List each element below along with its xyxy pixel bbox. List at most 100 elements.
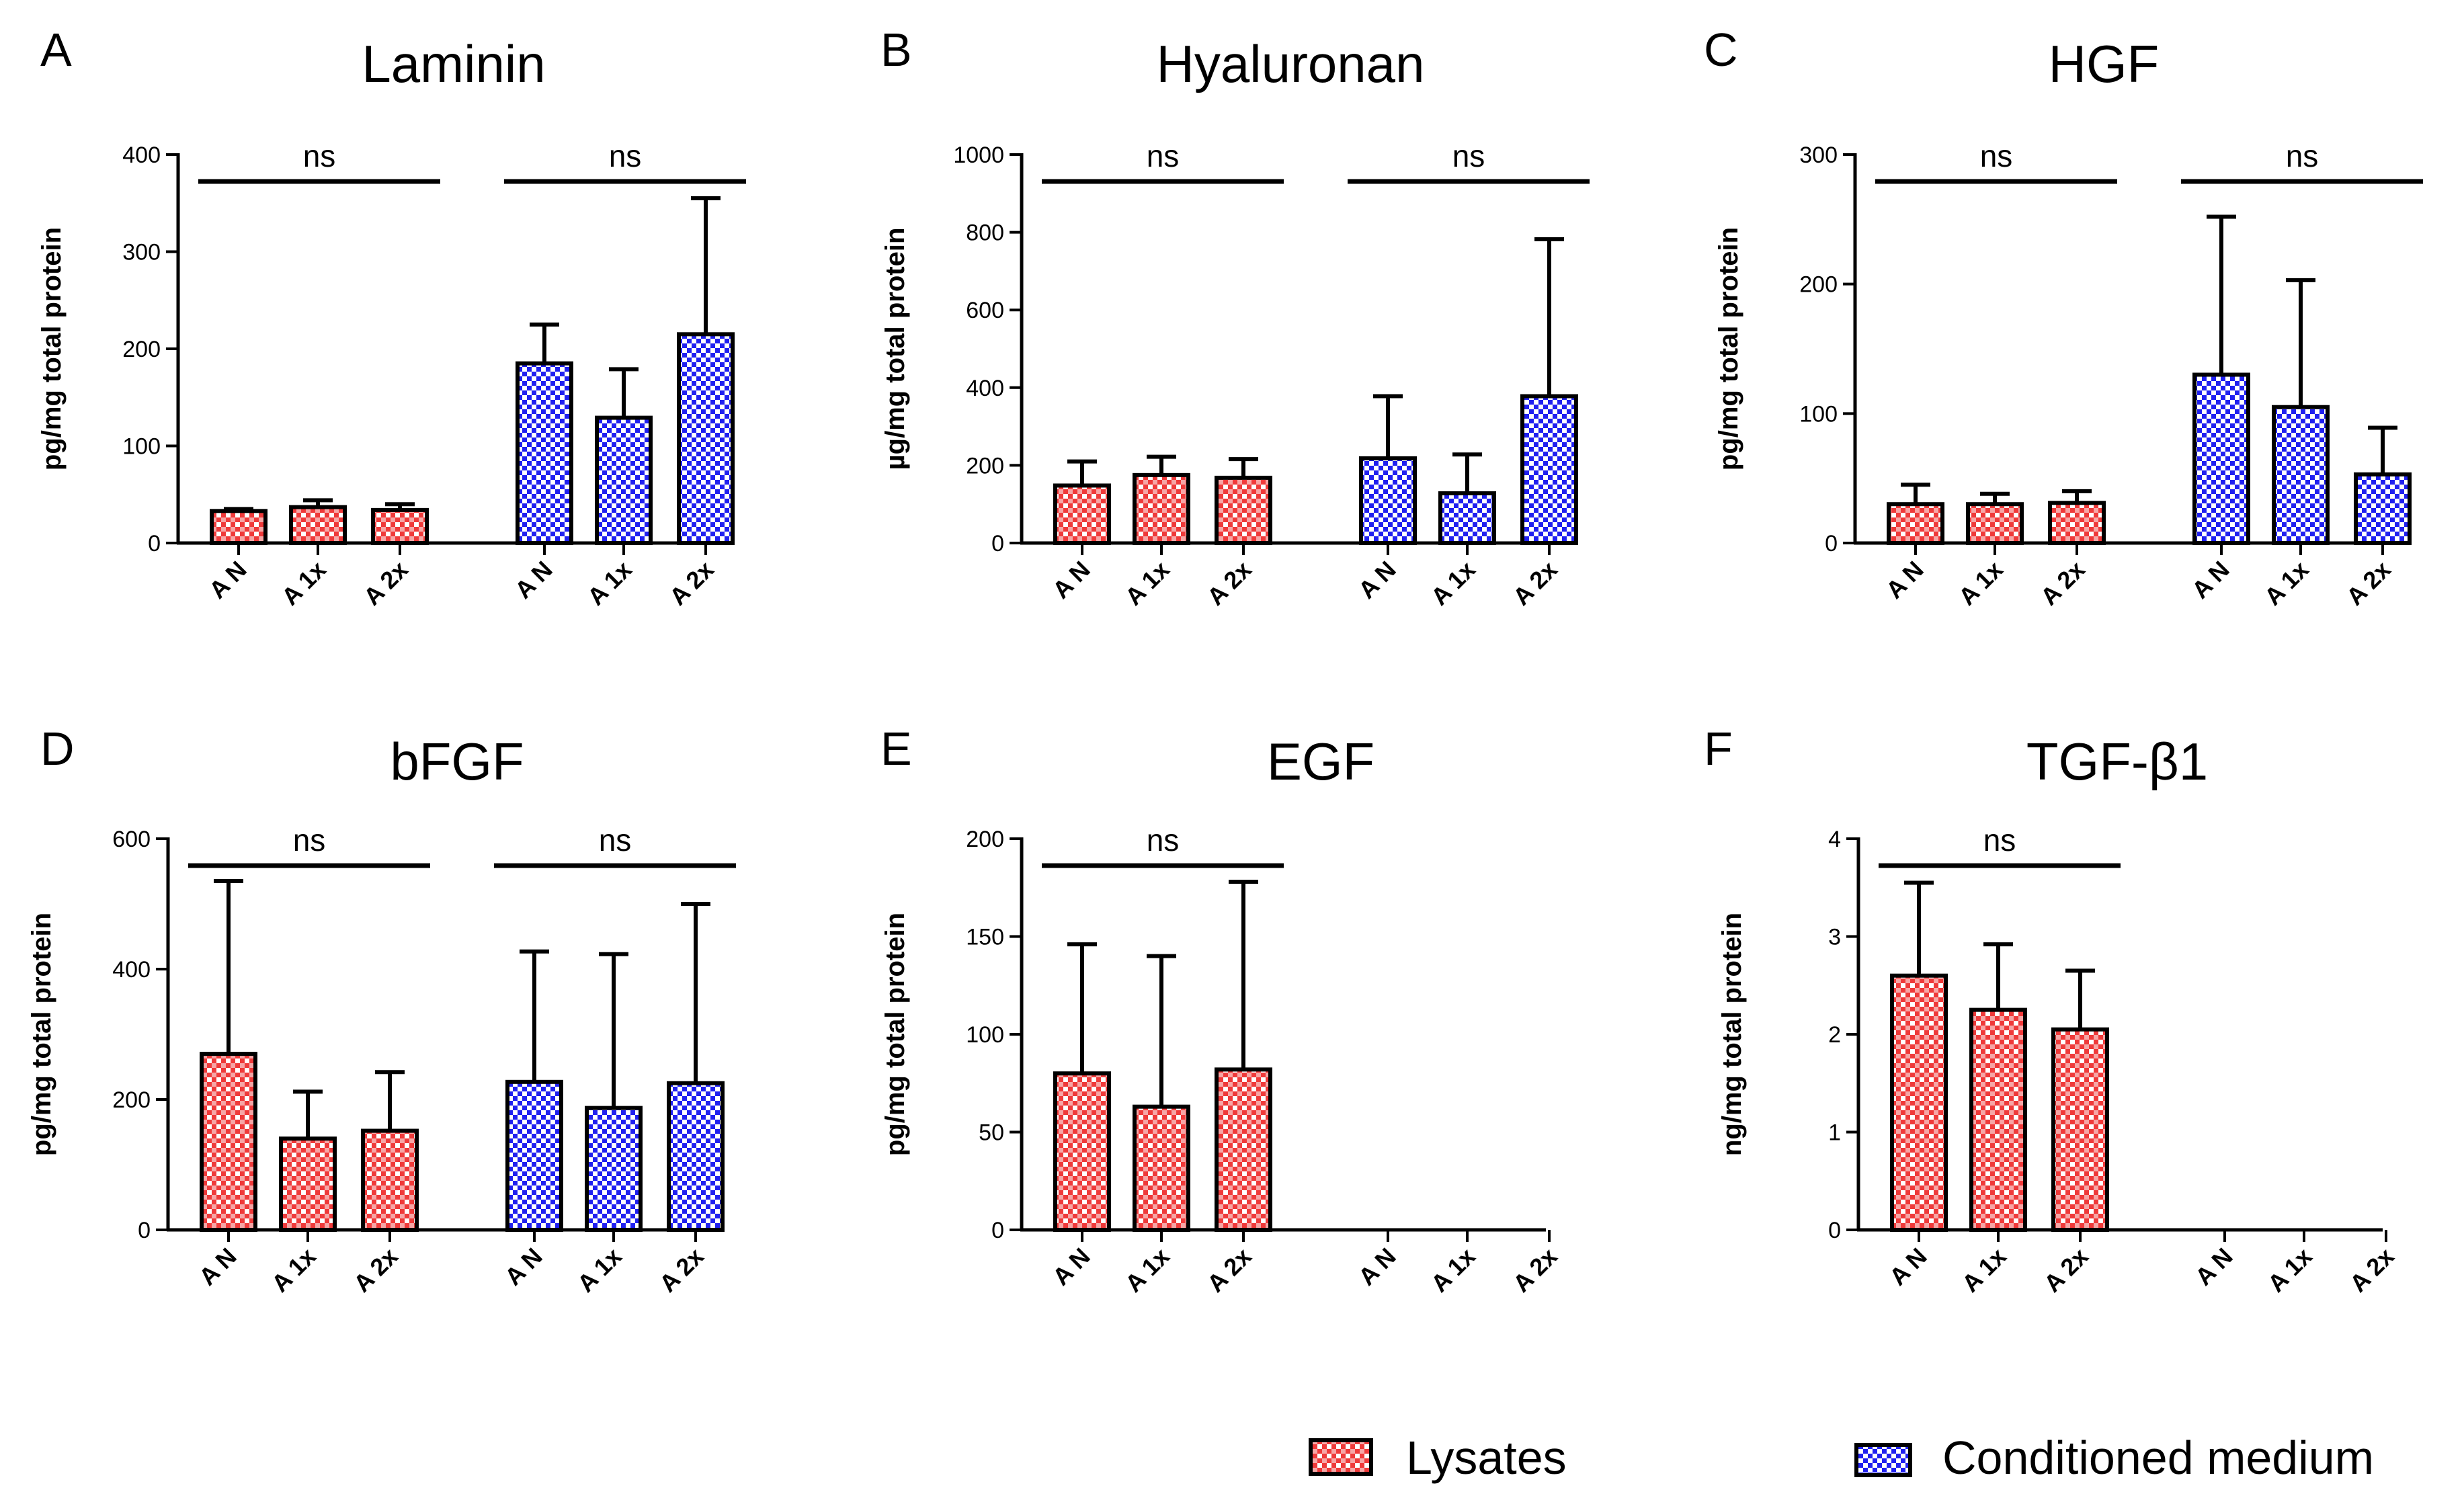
significance-label: ns	[1452, 138, 1485, 173]
x-tick-label: A 1x	[1953, 556, 2008, 611]
x-tick-label: A 1x	[276, 556, 331, 611]
bar-lysates	[1215, 475, 1272, 545]
x-tick-label: A N	[1353, 1243, 1401, 1291]
significance-label: ns	[1147, 823, 1180, 858]
bar-conditioned-medium	[2192, 372, 2250, 545]
y-tick-label: 300	[1799, 142, 1838, 168]
y-tick-label: 300	[122, 240, 161, 265]
y-tick-label: 400	[966, 376, 1004, 401]
significance-label: ns	[1147, 138, 1180, 173]
y-axis-label: pg/mg total protein	[37, 227, 67, 470]
y-tick-label: 3	[1828, 925, 1841, 950]
significance-label: ns	[1980, 138, 2013, 173]
panel-c: C HGF pg/mg total protein 0 100 200 300 A N A 1x…	[1704, 24, 2423, 610]
bar-conditioned-medium	[505, 1079, 563, 1233]
x-tick-label: A 2x	[1202, 1243, 1257, 1298]
x-tick-label: A 1x	[572, 1243, 627, 1298]
panel-f: F TGF-β1 ng/mg total protein 0 1 2 3 4 A N A 1x A …	[1704, 722, 2399, 1297]
bar-lysates	[1053, 1071, 1111, 1232]
y-tick-label: 0	[1825, 531, 1838, 556]
bar-conditioned-medium	[667, 1081, 725, 1232]
bar-conditioned-medium	[595, 415, 653, 545]
bar-lysates	[1133, 1104, 1190, 1233]
panel-letter: D	[40, 722, 75, 775]
legend-swatch-lysates	[1309, 1438, 1373, 1476]
y-tick-label: 0	[991, 1218, 1004, 1243]
y-tick-label: 4	[1828, 827, 1841, 852]
x-tick-label: A 1x	[266, 1243, 321, 1298]
legend-label-conditioned-medium: Conditioned medium	[1942, 1431, 2374, 1484]
bar-lysates	[289, 505, 347, 545]
bar-conditioned-medium	[516, 361, 573, 545]
x-tick-label: A N	[1047, 1243, 1096, 1291]
x-tick-label: A N	[194, 1243, 242, 1291]
x-tick-label: A 2x	[2039, 1243, 2094, 1298]
x-tick-label: A N	[1353, 556, 1401, 604]
bar-lysates	[200, 1052, 257, 1232]
bar-lysates	[1215, 1067, 1272, 1232]
panel-letter: B	[880, 24, 912, 76]
panel-title: TGF-β1	[2026, 732, 2208, 791]
x-tick-label: A 1x	[1426, 556, 1481, 611]
bar-conditioned-medium	[1520, 394, 1578, 545]
y-tick-label: 0	[148, 531, 161, 556]
x-tick-label: A 2x	[2344, 1243, 2399, 1298]
significance-label: ns	[609, 138, 642, 173]
panel-e: E EGF pg/mg total protein 0 50 100 150 200 A N A …	[880, 722, 1563, 1297]
panel-title: Hyaluronan	[1157, 34, 1425, 93]
y-tick-label: 1	[1828, 1120, 1841, 1146]
panel-a: A Laminin pg/mg total protein 0 100 200 300 400…	[37, 24, 746, 610]
x-tick-label: A 2x	[654, 1243, 709, 1298]
x-tick-label: A N	[1884, 1243, 1932, 1291]
x-tick-label: A 1x	[1120, 1243, 1175, 1298]
bar-conditioned-medium	[585, 1106, 643, 1232]
bar-lysates	[361, 1128, 419, 1233]
panel-letter: F	[1704, 722, 1733, 775]
legend: Lysates Conditioned medium	[1309, 1431, 2374, 1484]
panel-title: bFGF	[390, 732, 524, 791]
y-tick-label: 200	[966, 827, 1004, 852]
x-tick-label: A 2x	[1508, 556, 1563, 611]
panel-title: Laminin	[362, 34, 545, 93]
x-tick-label: A 2x	[2341, 556, 2396, 611]
y-axis-label: pg/mg total protein	[1714, 227, 1743, 470]
bar-conditioned-medium	[2272, 405, 2330, 546]
y-tick-label: 150	[966, 925, 1004, 950]
bar-lysates	[371, 507, 429, 545]
panel-letter: A	[40, 24, 72, 76]
y-tick-label: 100	[1799, 401, 1838, 427]
bar-conditioned-medium	[1359, 456, 1417, 545]
bar-lysates	[1133, 472, 1190, 545]
x-tick-label: A N	[1047, 556, 1096, 604]
x-tick-label: A N	[204, 556, 252, 604]
x-tick-label: A 2x	[1508, 1243, 1563, 1298]
significance-label: ns	[293, 823, 326, 858]
bar-conditioned-medium	[2354, 472, 2412, 545]
y-tick-label: 600	[112, 827, 151, 852]
bar-lysates	[210, 509, 268, 546]
y-tick-label: 0	[991, 531, 1004, 556]
x-tick-label: A 1x	[2262, 1243, 2317, 1298]
x-tick-label: A 2x	[358, 556, 413, 611]
x-tick-label: A N	[2190, 1243, 2238, 1291]
y-tick-label: 800	[966, 220, 1004, 246]
x-tick-label: A 1x	[1426, 1243, 1481, 1298]
x-tick-label: A 2x	[1202, 556, 1257, 611]
y-tick-label: 0	[1828, 1218, 1841, 1243]
bar-lysates	[1890, 973, 1948, 1232]
panel-letter: C	[1704, 24, 1738, 76]
significance-label: ns	[599, 823, 632, 858]
panel-title: HGF	[2049, 34, 2160, 93]
bar-lysates	[1966, 502, 2024, 546]
legend-swatch-conditioned-medium	[1854, 1443, 1912, 1477]
y-tick-label: 600	[966, 298, 1004, 323]
x-tick-label: A 2x	[348, 1243, 403, 1298]
bar-lysates	[2048, 501, 2106, 545]
y-tick-label: 2	[1828, 1022, 1841, 1048]
y-tick-label: 400	[122, 142, 161, 168]
panel-b: B Hyaluronan µg/mg total protein 0 200 400 600…	[880, 24, 1590, 610]
panel-title: EGF	[1267, 732, 1374, 791]
